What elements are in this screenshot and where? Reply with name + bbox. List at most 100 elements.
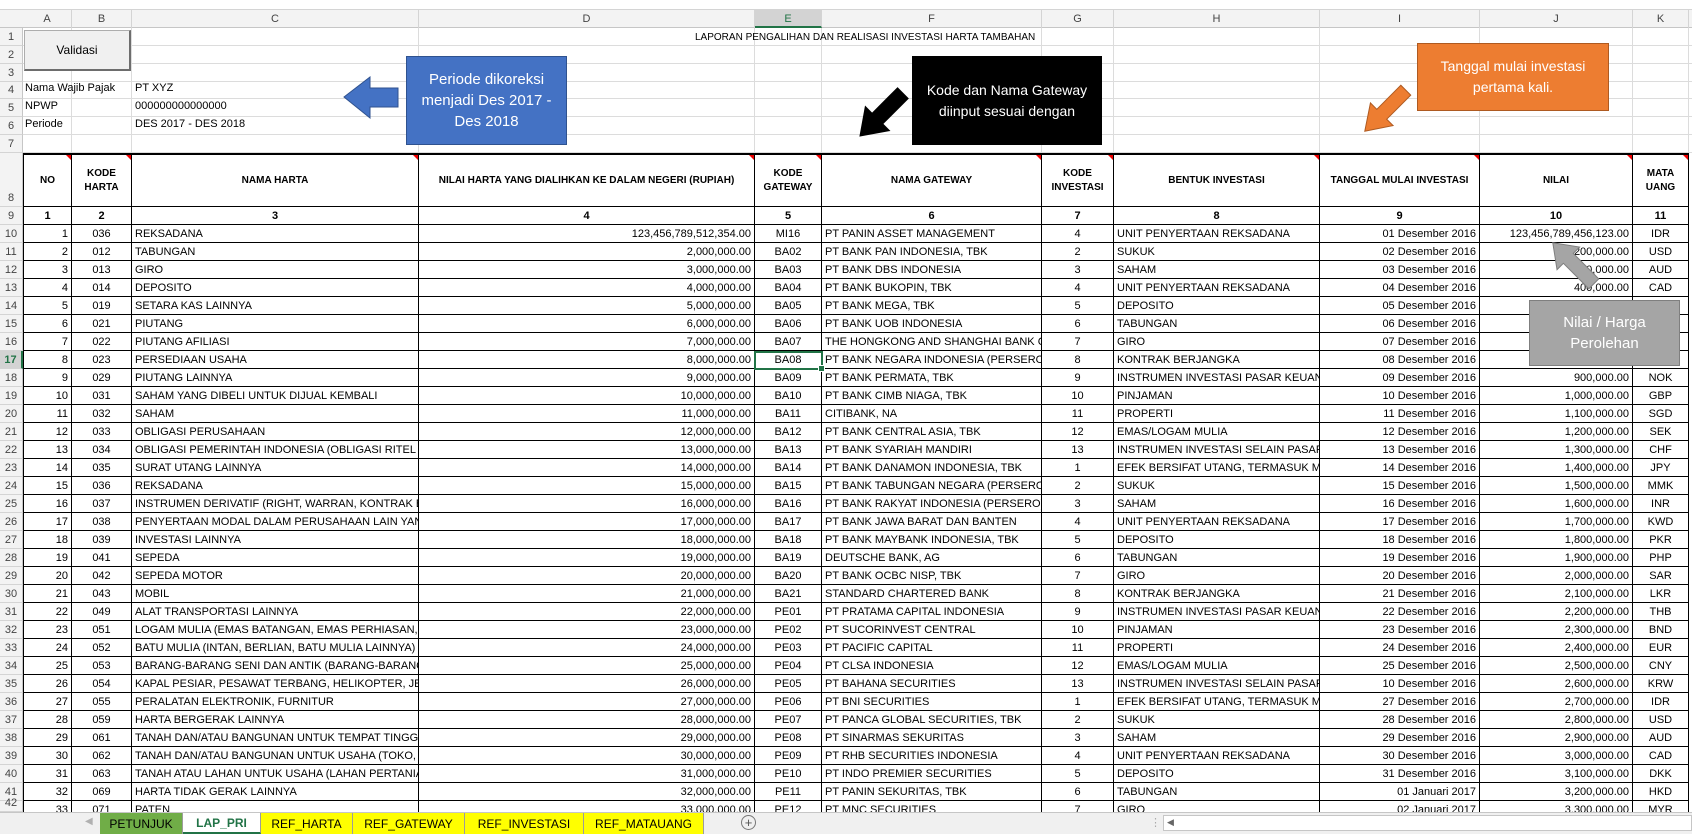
- cell-start-date[interactable]: 14 Desember 2016: [1320, 459, 1480, 477]
- cell-start-date[interactable]: 18 Desember 2016: [1320, 531, 1480, 549]
- cell-asset-code[interactable]: 031: [72, 387, 132, 405]
- cell-asset-code[interactable]: 051: [72, 621, 132, 639]
- cell-asset-name[interactable]: TABUNGAN: [132, 243, 419, 261]
- cell-investment-form[interactable]: DEPOSITO: [1114, 765, 1320, 783]
- cell-investment-form[interactable]: PROPERTI: [1114, 639, 1320, 657]
- cell-gateway-name[interactable]: PT BANK SYARIAH MANDIRI: [822, 441, 1042, 459]
- cell-gateway-code[interactable]: BA04: [755, 279, 822, 297]
- cell-gateway-name[interactable]: PT CLSA INDONESIA: [822, 657, 1042, 675]
- row-header-7[interactable]: 7: [0, 135, 23, 154]
- cell-gateway-code[interactable]: BA05: [755, 297, 822, 315]
- comment-indicator-icon[interactable]: [66, 155, 71, 160]
- cell-value[interactable]: 2,000,000.00: [1480, 567, 1633, 585]
- cell-transferred-value[interactable]: 7,000,000.00: [419, 333, 755, 351]
- row-header-30[interactable]: 30: [0, 585, 23, 603]
- row-header-29[interactable]: 29: [0, 567, 23, 585]
- cell-transferred-value[interactable]: 4,000,000.00: [419, 279, 755, 297]
- cell-gateway-code[interactable]: BA19: [755, 549, 822, 567]
- cell-no[interactable]: 14: [23, 459, 72, 477]
- row-header-14[interactable]: 14: [0, 297, 23, 315]
- cell-gateway-name[interactable]: PT BANK PERMATA, TBK: [822, 369, 1042, 387]
- cell-gateway-code[interactable]: BA17: [755, 513, 822, 531]
- cell-transferred-value[interactable]: 25,000,000.00: [419, 657, 755, 675]
- cell-gateway-name[interactable]: PT BANK RAKYAT INDONESIA (PERSERO) T: [822, 495, 1042, 513]
- cell-transferred-value[interactable]: 22,000,000.00: [419, 603, 755, 621]
- cell-asset-code[interactable]: 055: [72, 693, 132, 711]
- cell-asset-name[interactable]: PERSEDIAAN USAHA: [132, 351, 419, 369]
- cell-transferred-value[interactable]: 32,000,000.00: [419, 783, 755, 801]
- cell-gateway-code[interactable]: PE11: [755, 783, 822, 801]
- cell-gateway-code[interactable]: PE07: [755, 711, 822, 729]
- cell-value[interactable]: 2,800,000.00: [1480, 711, 1633, 729]
- cell-investment-code[interactable]: 6: [1042, 549, 1114, 567]
- cell-investment-code[interactable]: 3: [1042, 495, 1114, 513]
- cell-no[interactable]: 27: [23, 693, 72, 711]
- cell-transferred-value[interactable]: 17,000,000.00: [419, 513, 755, 531]
- cell-asset-name[interactable]: ALAT TRANSPORTASI LAINNYA: [132, 603, 419, 621]
- cell-asset-code[interactable]: 043: [72, 585, 132, 603]
- cell-gateway-code[interactable]: BA11: [755, 405, 822, 423]
- cell-investment-code[interactable]: 3: [1042, 729, 1114, 747]
- cell-no[interactable]: 7: [23, 333, 72, 351]
- cell-investment-code[interactable]: 10: [1042, 621, 1114, 639]
- cell-currency[interactable]: NOK: [1633, 369, 1689, 387]
- cell-investment-form[interactable]: SAHAM: [1114, 261, 1320, 279]
- cell-asset-code[interactable]: 054: [72, 675, 132, 693]
- cell-value[interactable]: 2,500,000.00: [1480, 657, 1633, 675]
- cell-gateway-code[interactable]: BA06: [755, 315, 822, 333]
- cell-gateway-name[interactable]: STANDARD CHARTERED BANK: [822, 585, 1042, 603]
- cell-start-date[interactable]: 20 Desember 2016: [1320, 567, 1480, 585]
- cell-asset-name[interactable]: INSTRUMEN DERIVATIF (RIGHT, WARRAN, KONT…: [132, 495, 419, 513]
- cell-value[interactable]: 1,700,000.00: [1480, 513, 1633, 531]
- cell-gateway-name[interactable]: PT BANK OCBC NISP, TBK: [822, 567, 1042, 585]
- cell-investment-form[interactable]: EFEK BERSIFAT UTANG, TERMASUK ME: [1114, 693, 1320, 711]
- column-header-c[interactable]: C: [132, 10, 419, 28]
- cell-investment-code[interactable]: 9: [1042, 603, 1114, 621]
- cell-asset-name[interactable]: SETARA KAS LAINNYA: [132, 297, 419, 315]
- cell-start-date[interactable]: 24 Desember 2016: [1320, 639, 1480, 657]
- cell-gateway-code[interactable]: PE01: [755, 603, 822, 621]
- cell-investment-code[interactable]: 2: [1042, 243, 1114, 261]
- cell-start-date[interactable]: 21 Desember 2016: [1320, 585, 1480, 603]
- cell-investment-code[interactable]: 1: [1042, 693, 1114, 711]
- cell-gateway-code[interactable]: BA16: [755, 495, 822, 513]
- cell-currency[interactable]: KRW: [1633, 675, 1689, 693]
- cell-investment-code[interactable]: 5: [1042, 765, 1114, 783]
- cell-asset-name[interactable]: HARTA TIDAK GERAK LAINNYA: [132, 783, 419, 801]
- cell-no[interactable]: 6: [23, 315, 72, 333]
- cell-gateway-code[interactable]: BA18: [755, 531, 822, 549]
- cell-gateway-code[interactable]: BA07: [755, 333, 822, 351]
- cell-no[interactable]: 18: [23, 531, 72, 549]
- cell-asset-name[interactable]: SAHAM YANG DIBELI UNTUK DIJUAL KEMBALI: [132, 387, 419, 405]
- row-header-34[interactable]: 34: [0, 657, 23, 675]
- cell-start-date[interactable]: 10 Desember 2016: [1320, 675, 1480, 693]
- sheet-tab-ref-harta[interactable]: REF_HARTA: [261, 813, 353, 834]
- cell-currency[interactable]: SGD: [1633, 405, 1689, 423]
- cell-asset-name[interactable]: LOGAM MULIA (EMAS BATANGAN, EMAS PERHIAS…: [132, 621, 419, 639]
- cell-investment-form[interactable]: GIRO: [1114, 567, 1320, 585]
- row-header-13[interactable]: 13: [0, 279, 23, 297]
- row-header-17[interactable]: 17: [0, 351, 23, 369]
- cell-currency[interactable]: SEK: [1633, 423, 1689, 441]
- cell-no[interactable]: 22: [23, 603, 72, 621]
- cell-asset-name[interactable]: REKSADANA: [132, 477, 419, 495]
- cell-investment-code[interactable]: 6: [1042, 783, 1114, 801]
- cell-gateway-code[interactable]: PE06: [755, 693, 822, 711]
- cell-value[interactable]: 1,400,000.00: [1480, 459, 1633, 477]
- cell-currency[interactable]: BND: [1633, 621, 1689, 639]
- cell-no[interactable]: 9: [23, 369, 72, 387]
- cell-investment-code[interactable]: 5: [1042, 297, 1114, 315]
- row-header-41[interactable]: 41: [0, 783, 23, 801]
- row-header-32[interactable]: 32: [0, 621, 23, 639]
- cell-value[interactable]: 3,200,000.00: [1480, 783, 1633, 801]
- cell-investment-code[interactable]: 6: [1042, 315, 1114, 333]
- cell-transferred-value[interactable]: 19,000,000.00: [419, 549, 755, 567]
- cell-currency[interactable]: CAD: [1633, 279, 1689, 297]
- cell-no[interactable]: 3: [23, 261, 72, 279]
- cell-investment-form[interactable]: GIRO: [1114, 333, 1320, 351]
- cell-value[interactable]: 2,300,000.00: [1480, 621, 1633, 639]
- cell-no[interactable]: 13: [23, 441, 72, 459]
- cell-no[interactable]: 12: [23, 423, 72, 441]
- cell-value[interactable]: 1,500,000.00: [1480, 477, 1633, 495]
- cell-start-date[interactable]: 28 Desember 2016: [1320, 711, 1480, 729]
